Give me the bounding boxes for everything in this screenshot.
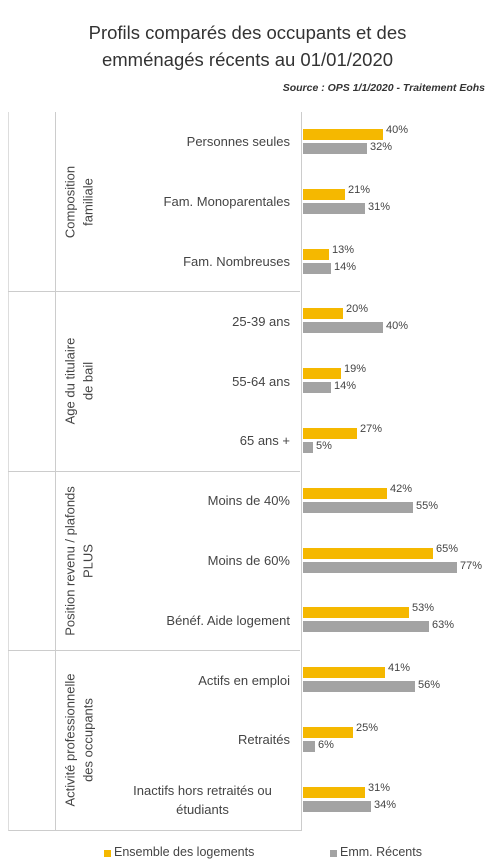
bar bbox=[303, 501, 413, 513]
value-label: 31% bbox=[368, 200, 391, 213]
chart-subtitle: Source : OPS 1/1/2020 - Traitement Eohs bbox=[282, 82, 485, 94]
category-label: Personnes seules bbox=[100, 102, 290, 182]
bar bbox=[303, 128, 383, 140]
category-label: Fam. Nombreuses bbox=[100, 222, 290, 302]
category-label: Inactifs hors retraités ou étudiants bbox=[100, 760, 290, 840]
value-label: 56% bbox=[418, 679, 441, 692]
bar bbox=[303, 726, 353, 738]
value-label: 31% bbox=[368, 781, 391, 794]
legend-label: Emm. Récents bbox=[340, 845, 422, 859]
bar bbox=[303, 667, 385, 679]
group-label: Position revenu / plafonds PLUS bbox=[62, 471, 98, 650]
value-label: 6% bbox=[318, 738, 334, 751]
value-label: 40% bbox=[386, 123, 409, 136]
value-label: 34% bbox=[374, 798, 397, 811]
bar bbox=[303, 786, 365, 798]
value-label: 63% bbox=[432, 619, 455, 632]
group-label-line: Position revenu / plafonds bbox=[63, 485, 79, 636]
category-label: Moins de 40% bbox=[100, 461, 290, 541]
category-text: Inactifs hors retraités ou étudiants bbox=[133, 782, 272, 817]
category-label: Actifs en emploi bbox=[100, 640, 290, 720]
category-label: Retraités bbox=[100, 700, 290, 780]
group-label-line: PLUS bbox=[81, 543, 97, 578]
value-label: 53% bbox=[412, 602, 435, 615]
value-label: 55% bbox=[416, 499, 439, 512]
category-text: Bénéf. Aide logement bbox=[166, 612, 290, 628]
value-label: 77% bbox=[460, 559, 483, 572]
category-label: Moins de 60% bbox=[100, 521, 290, 601]
bar bbox=[303, 142, 367, 154]
value-label: 25% bbox=[356, 721, 379, 734]
category-text: Retraités bbox=[237, 732, 290, 748]
group-label: Age du titulaire de bail bbox=[62, 291, 98, 470]
bar bbox=[303, 322, 383, 334]
value-label: 19% bbox=[344, 363, 367, 376]
value-label: 13% bbox=[332, 243, 355, 256]
value-label: 65% bbox=[436, 542, 459, 555]
category-label: 55-64 ans bbox=[100, 341, 290, 421]
bar bbox=[303, 368, 341, 380]
category-text: Fam. Monoparentales bbox=[163, 194, 290, 210]
legend-swatch bbox=[330, 850, 337, 857]
bar bbox=[303, 202, 365, 214]
category-label: Bénéf. Aide logement bbox=[100, 580, 290, 660]
category-text: 25-39 ans bbox=[232, 313, 290, 329]
bar bbox=[303, 740, 315, 752]
bar bbox=[303, 621, 429, 633]
value-label: 20% bbox=[346, 303, 369, 316]
group-label-line: des occupants bbox=[81, 697, 97, 782]
category-text: Moins de 60% bbox=[207, 553, 290, 568]
category-text: Moins de 40% bbox=[207, 493, 290, 509]
bar bbox=[303, 248, 329, 260]
group-label-line: Composition bbox=[63, 165, 79, 238]
value-label: 21% bbox=[348, 183, 371, 196]
chart-title: emménagés récents au 01/01/2020 bbox=[101, 49, 394, 70]
category-text: Personnes seules bbox=[186, 134, 290, 150]
bar bbox=[303, 800, 371, 812]
category-text: Actifs en emploi bbox=[198, 672, 290, 688]
category-text: 55-64 ans bbox=[232, 373, 290, 389]
value-label: 41% bbox=[388, 662, 411, 675]
value-label: 32% bbox=[370, 140, 393, 153]
value-label: 14% bbox=[334, 260, 357, 273]
bar bbox=[303, 427, 357, 439]
group-separator bbox=[8, 470, 300, 472]
group-label: Composition familiale bbox=[62, 112, 98, 291]
category-label: 65 ans + bbox=[100, 401, 290, 481]
value-label: 5% bbox=[316, 439, 332, 452]
group-label-line: familiale bbox=[81, 177, 97, 226]
bar bbox=[303, 547, 433, 559]
group-separator bbox=[8, 291, 300, 293]
bar bbox=[303, 681, 415, 693]
value-label: 14% bbox=[334, 380, 357, 393]
legend-swatch bbox=[104, 850, 111, 857]
value-label: 27% bbox=[360, 422, 383, 435]
bar bbox=[303, 487, 387, 499]
category-label: 25-39 ans bbox=[100, 281, 290, 361]
bar bbox=[303, 561, 457, 573]
category-label: Fam. Monoparentales bbox=[100, 162, 290, 242]
bar bbox=[303, 382, 331, 394]
category-text: Fam. Nombreuses bbox=[183, 254, 290, 269]
group-label-line: Activité professionnelle bbox=[63, 673, 79, 807]
group-label: Activité professionnelle des occupants bbox=[62, 650, 98, 829]
bar bbox=[303, 188, 345, 200]
bar bbox=[303, 441, 313, 453]
bar bbox=[303, 262, 331, 274]
category-text: 65 ans + bbox=[239, 433, 290, 449]
bar bbox=[303, 308, 343, 320]
bar bbox=[303, 607, 409, 619]
chart-title: Profils comparés des occupants et des bbox=[88, 22, 407, 43]
group-label-line: Age du titulaire bbox=[63, 337, 79, 425]
group-label-line: de bail bbox=[81, 361, 97, 401]
legend-label: Ensemble des logements bbox=[114, 845, 255, 859]
value-label: 40% bbox=[386, 320, 409, 333]
value-label: 42% bbox=[390, 482, 413, 495]
group-separator bbox=[8, 650, 300, 652]
